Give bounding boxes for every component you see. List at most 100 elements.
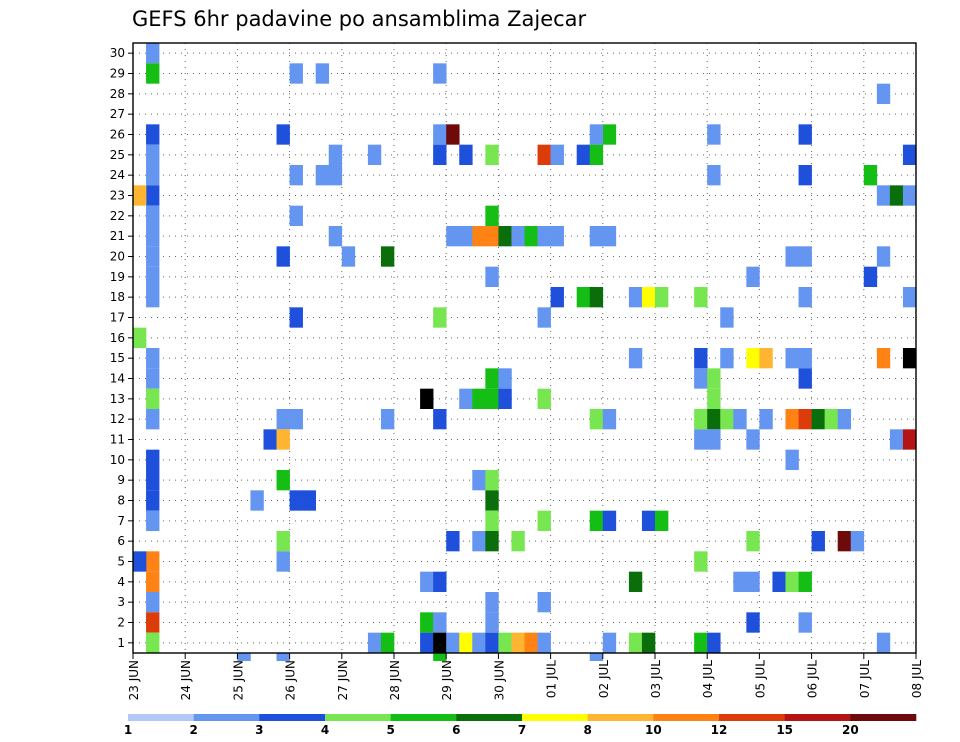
y-tick-label: 17 bbox=[110, 311, 125, 325]
heatmap-cell bbox=[328, 144, 343, 165]
heatmap-cell bbox=[289, 409, 303, 430]
heatmap-cell bbox=[485, 226, 499, 247]
heatmap-cell bbox=[498, 226, 512, 247]
heatmap-cell bbox=[602, 632, 617, 653]
heatmap-cell bbox=[146, 124, 160, 145]
y-tick-label: 28 bbox=[110, 87, 125, 101]
y-tick-label: 20 bbox=[110, 250, 125, 264]
colorbar-swatch bbox=[325, 714, 391, 721]
heatmap-cell bbox=[367, 632, 382, 653]
colorbar-swatch bbox=[456, 714, 523, 721]
heatmap-cell bbox=[459, 388, 473, 409]
heatmap-cell bbox=[146, 63, 160, 84]
heatmap-cell bbox=[289, 205, 303, 226]
y-tick-label: 27 bbox=[110, 107, 125, 121]
y-tick-label: 16 bbox=[110, 331, 125, 345]
heatmap-cell bbox=[250, 490, 264, 511]
y-tick-label: 6 bbox=[117, 534, 125, 548]
heatmap-cell bbox=[289, 63, 303, 84]
heatmap-cell bbox=[146, 632, 160, 653]
heatmap-cell bbox=[146, 409, 160, 430]
heatmap-cell bbox=[524, 632, 538, 653]
heatmap-cell bbox=[433, 571, 447, 592]
heatmap-cell bbox=[707, 368, 721, 389]
heatmap-cell bbox=[420, 632, 434, 653]
heatmap-cell bbox=[602, 510, 617, 531]
heatmap-cell bbox=[380, 632, 395, 653]
y-tick-label: 8 bbox=[117, 494, 125, 508]
heatmap-cell bbox=[876, 348, 891, 369]
heatmap-cell bbox=[485, 510, 499, 531]
heatmap-cell bbox=[146, 449, 160, 470]
colorbar-swatch bbox=[522, 714, 588, 721]
heatmap-cell bbox=[276, 246, 290, 267]
heatmap-cell bbox=[433, 409, 447, 430]
heatmap-cell bbox=[902, 348, 917, 369]
x-tick-label: 04 JUL bbox=[701, 660, 715, 698]
heatmap-cell bbox=[420, 388, 434, 409]
heatmap-cell bbox=[146, 551, 160, 572]
colorbar-swatch bbox=[719, 714, 785, 721]
heatmap-cell bbox=[576, 287, 591, 308]
heatmap-cell bbox=[550, 144, 564, 165]
heatmap-cell bbox=[433, 653, 447, 661]
heatmap-cell bbox=[824, 409, 838, 430]
heatmap-cell bbox=[446, 226, 460, 247]
colorbar-label: 4 bbox=[321, 723, 329, 737]
heatmap-cell bbox=[641, 287, 656, 308]
x-tick-label: 28 JUN bbox=[388, 660, 402, 700]
heatmap-cell bbox=[785, 409, 799, 430]
heatmap-cell bbox=[485, 592, 499, 613]
heatmap-cell bbox=[146, 185, 160, 206]
x-tick-label: 29 JUN bbox=[440, 660, 454, 700]
colorbar-label: 20 bbox=[842, 723, 859, 737]
plot-frame bbox=[132, 42, 917, 654]
heatmap-cell bbox=[550, 226, 564, 247]
chart-title: GEFS 6hr padavine po ansamblima Zajecar bbox=[132, 7, 587, 31]
heatmap-cell bbox=[837, 409, 852, 430]
heatmap-cell bbox=[485, 632, 499, 653]
heatmap-cell bbox=[850, 531, 865, 552]
y-tick-label: 2 bbox=[117, 616, 125, 630]
heatmap-cell bbox=[694, 632, 708, 653]
x-tick-label: 07 JUL bbox=[858, 660, 872, 698]
heatmap-cell bbox=[146, 266, 160, 287]
x-tick-label: 05 JUL bbox=[753, 660, 767, 698]
heatmap-cell bbox=[237, 653, 251, 661]
x-tick-label: 24 JUN bbox=[179, 660, 193, 700]
heatmap-cell bbox=[602, 409, 617, 430]
colorbar-label: 7 bbox=[518, 723, 526, 737]
heatmap-cell bbox=[798, 246, 812, 267]
heatmap-cell bbox=[876, 632, 891, 653]
heatmap-cell bbox=[146, 165, 160, 186]
y-tick-label: 30 bbox=[110, 46, 125, 60]
heatmap-cell bbox=[146, 226, 160, 247]
heatmap-cell bbox=[485, 388, 499, 409]
heatmap-cell bbox=[315, 63, 330, 84]
heatmap-cell bbox=[146, 490, 160, 511]
heatmap-cell bbox=[655, 510, 669, 531]
heatmap-cell bbox=[276, 551, 290, 572]
heatmap-cell bbox=[746, 612, 760, 633]
y-tick-label: 23 bbox=[110, 189, 125, 203]
x-tick-label: 25 JUN bbox=[231, 660, 245, 700]
heatmap-cell bbox=[694, 409, 708, 430]
heatmap-cell bbox=[446, 531, 460, 552]
heatmap-cell bbox=[511, 632, 525, 653]
x-tick-label: 01 JUL bbox=[545, 660, 559, 698]
y-axis: 1234567891011121314151617181920212223242… bbox=[110, 46, 133, 650]
colorbar-label: 2 bbox=[189, 723, 197, 737]
y-tick-label: 5 bbox=[117, 555, 125, 569]
heatmap-cell bbox=[707, 388, 721, 409]
heatmap-cell bbox=[589, 653, 604, 661]
heatmap-cell bbox=[146, 43, 160, 64]
heatmap-cell bbox=[798, 368, 812, 389]
heatmap-cell bbox=[628, 287, 643, 308]
heatmap-cell bbox=[589, 510, 604, 531]
colorbar-swatch bbox=[653, 714, 720, 721]
heatmap-cell bbox=[446, 124, 460, 145]
colorbar-swatch bbox=[784, 714, 851, 721]
heatmap-cell bbox=[798, 409, 812, 430]
colorbar-label: 8 bbox=[583, 723, 591, 737]
heatmap-cell bbox=[276, 470, 290, 491]
